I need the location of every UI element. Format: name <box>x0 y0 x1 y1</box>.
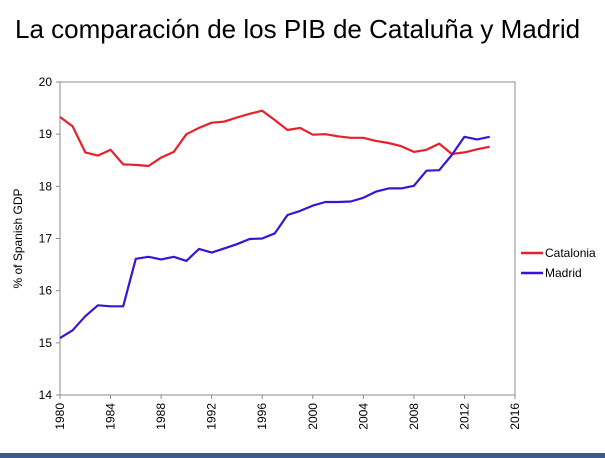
chart-axes: 14 15 16 17 18 19 20 1980 1984 1988 1992 1996 2000 20… <box>39 75 522 430</box>
x-tick-label: 1984 <box>104 403 118 430</box>
x-tick-label: 1992 <box>205 403 219 430</box>
chart-legend: Catalonia Madrid <box>521 246 596 280</box>
x-tick-label: 1996 <box>255 403 269 430</box>
y-tick-label: 15 <box>39 336 53 350</box>
y-tick-label: 19 <box>39 127 53 141</box>
x-tick-label: 1988 <box>154 403 168 430</box>
y-tick-label: 20 <box>39 75 53 89</box>
x-tick-label: 2016 <box>508 403 522 430</box>
x-tick-label: 1980 <box>53 403 67 430</box>
series-line-catalonia <box>59 109 490 168</box>
legend-entry: Catalonia <box>545 246 596 260</box>
y-tick-label: 18 <box>39 179 53 193</box>
slide-title: La comparación de los PIB de Cataluña y … <box>15 14 581 44</box>
y-tick-label: 14 <box>39 388 53 402</box>
y-tick-label: 16 <box>39 284 53 298</box>
chart-series <box>59 109 490 340</box>
y-tick-label: 17 <box>39 232 53 246</box>
x-tick-label: 2004 <box>356 403 370 430</box>
series-line-madrid <box>59 135 490 340</box>
slide-bottom-bar <box>0 453 605 458</box>
y-axis-label: % of Spanish GDP <box>11 188 25 288</box>
x-tick-label: 2000 <box>306 403 320 430</box>
legend-entry: Madrid <box>545 266 582 280</box>
x-tick-label: 2012 <box>457 403 471 430</box>
x-tick-label: 2008 <box>407 403 421 430</box>
